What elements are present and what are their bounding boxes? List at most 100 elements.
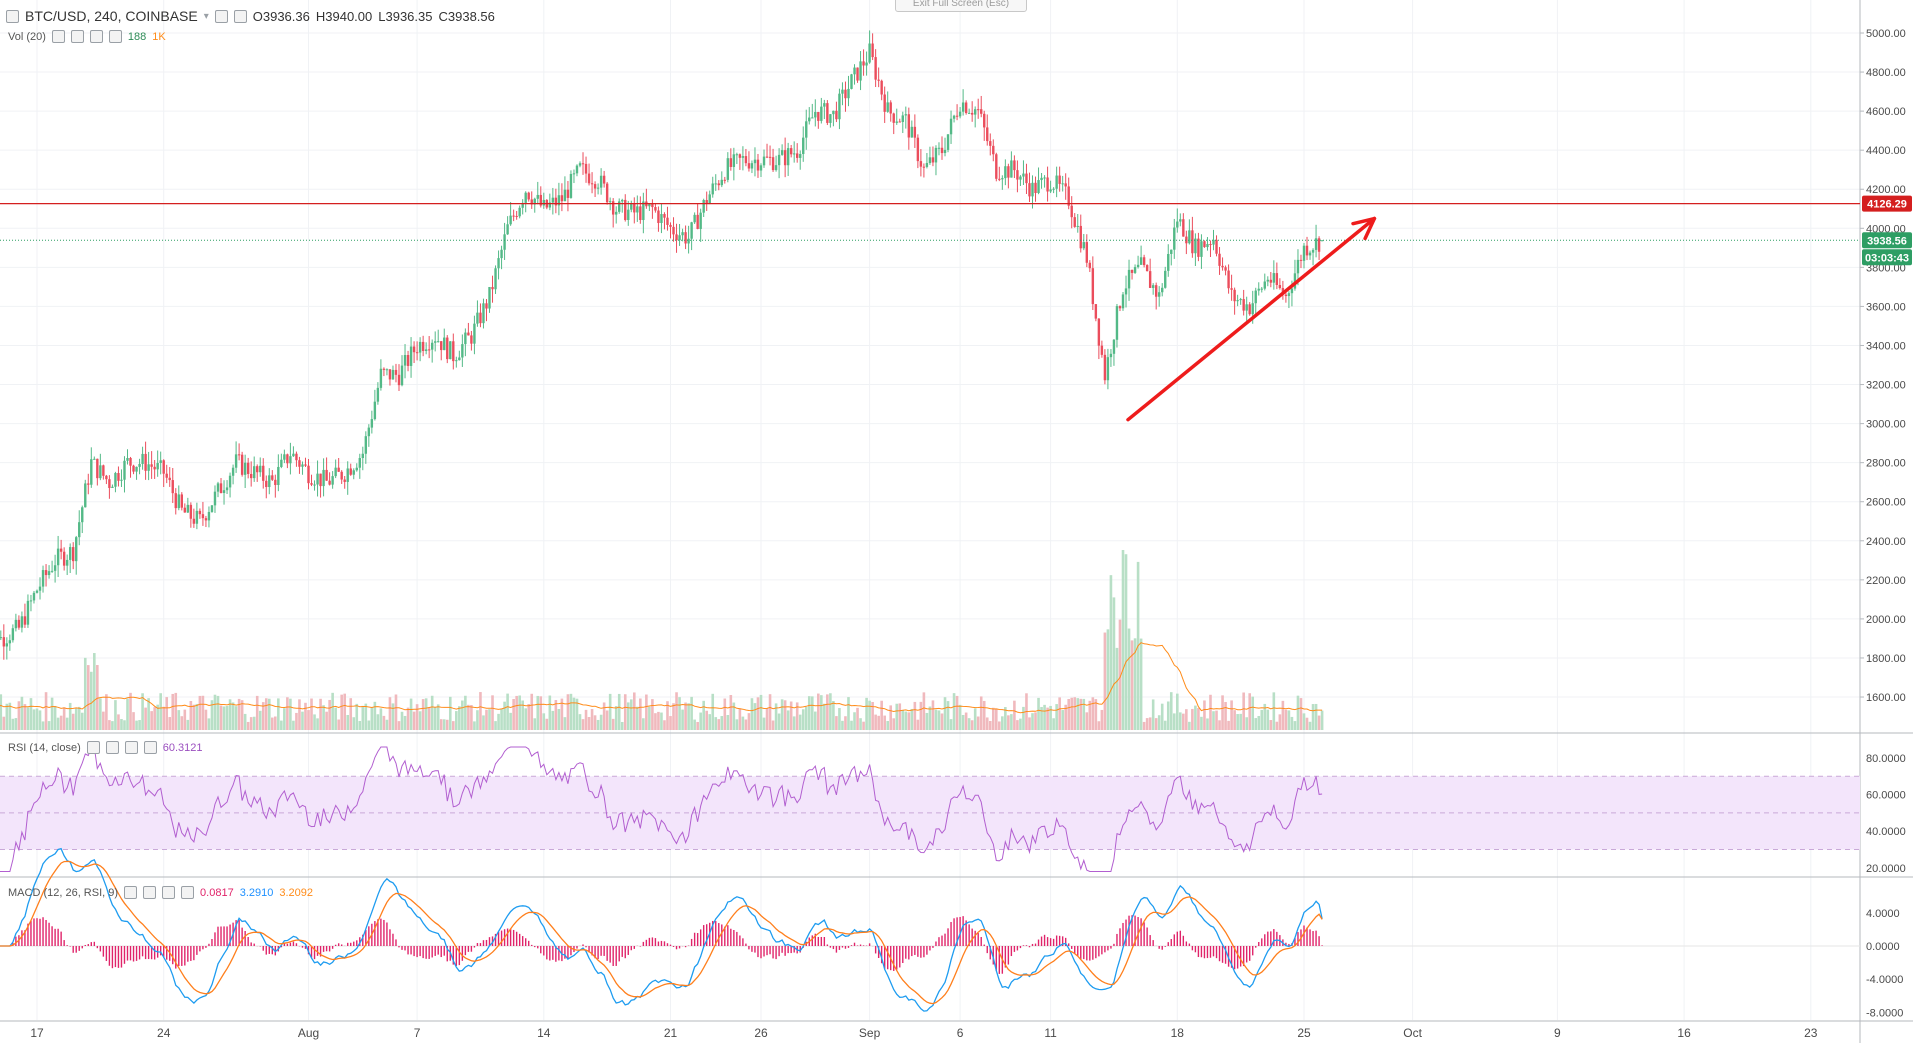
candle-body (62, 551, 66, 566)
eye-icon[interactable] (214, 9, 228, 23)
volume-bar (913, 701, 917, 730)
volume-bar (448, 696, 452, 730)
volume-bar (1088, 700, 1092, 730)
exit-fullscreen-button[interactable]: Exit Full Screen (Esc) (895, 0, 1027, 12)
candle-body (1112, 339, 1116, 354)
volume-bar (83, 657, 87, 730)
chevron-down-icon[interactable]: ▾ (203, 10, 209, 22)
candle-countdown-badge: 03:03:43 (1865, 252, 1909, 264)
volume-bar (669, 716, 672, 730)
volume-bar (771, 720, 775, 730)
candle-body (437, 341, 440, 343)
candle-body (394, 369, 398, 375)
candle-body (560, 195, 564, 202)
candle-body (955, 115, 959, 117)
collapse-icon[interactable] (6, 9, 19, 23)
candle-body (41, 570, 45, 587)
volume-bar (729, 695, 733, 730)
volume-bar (792, 716, 796, 730)
candle-body (732, 154, 736, 167)
candle-body (521, 202, 524, 208)
eye-icon[interactable] (86, 741, 100, 754)
symbol-header: BTC/USD, 240, COINBASE ▾ O3936.36 H3940.… (6, 8, 495, 24)
candle-body (1194, 238, 1197, 254)
add-icon[interactable] (89, 30, 103, 43)
volume-bar (1254, 718, 1258, 730)
candle-body (943, 149, 947, 154)
candle-body (687, 238, 690, 244)
candle-body (322, 469, 325, 487)
settings-icon[interactable] (70, 30, 84, 43)
add-icon[interactable] (162, 886, 176, 899)
macd-label[interactable]: MACD (12, 26, RSI, 9) (8, 886, 119, 899)
candle-body (1218, 253, 1221, 266)
settings-icon[interactable] (143, 886, 157, 899)
volume-bar (500, 708, 503, 730)
volume-bar (765, 708, 769, 730)
volume-bar (1176, 693, 1179, 730)
volume-bar (732, 702, 736, 730)
volume-bar (289, 698, 292, 730)
volume-bar (32, 709, 36, 730)
eye-icon[interactable] (124, 886, 138, 899)
close-icon[interactable] (143, 741, 157, 754)
price-tick-label: 3200.00 (1866, 380, 1906, 392)
volume-bar (219, 705, 223, 730)
candle-body (313, 484, 316, 486)
volume-bar (626, 702, 630, 730)
candle-body (78, 522, 81, 538)
candle-body (1221, 265, 1224, 268)
candle-body (1188, 230, 1191, 244)
candle-body (192, 518, 196, 524)
more-icon[interactable] (108, 30, 122, 43)
rsi-label[interactable]: RSI (14, close) (8, 741, 81, 754)
chart-overlays (0, 203, 1860, 422)
volume-bar (654, 713, 657, 730)
volume-bar (267, 698, 271, 730)
add-icon[interactable] (124, 741, 138, 754)
volume-bar (162, 706, 165, 730)
candle-body (1127, 269, 1131, 289)
volume-bar (237, 698, 241, 730)
candle-body (1052, 188, 1055, 190)
candle-body (1305, 245, 1309, 256)
volume-bar (192, 704, 196, 730)
volume-bar (629, 699, 633, 730)
eye-icon[interactable] (51, 30, 65, 43)
volume-bar (41, 721, 45, 730)
volume-bar (1275, 721, 1279, 730)
candle-body (1275, 273, 1279, 285)
candle-body (1133, 267, 1137, 273)
settings-icon[interactable] (105, 741, 119, 754)
candle-body (277, 466, 280, 486)
candle-body (373, 401, 377, 420)
candle-body (96, 458, 99, 479)
candle-body (1031, 182, 1034, 197)
volume-bar (1118, 619, 1122, 730)
close-icon[interactable] (181, 886, 195, 899)
settings-icon[interactable] (233, 9, 247, 23)
symbol-title[interactable]: BTC/USD, 240, COINBASE (25, 8, 198, 24)
volume-bar (132, 712, 135, 730)
candle-body (1109, 353, 1113, 358)
candle-body (87, 483, 90, 485)
volume-label[interactable]: Vol (20) (8, 30, 46, 43)
volume-bar (234, 706, 238, 730)
candle-body (485, 303, 488, 309)
volume-bar (177, 710, 181, 730)
volume-bar (225, 706, 229, 730)
volume-bar (823, 703, 826, 730)
candle-body (385, 369, 389, 371)
candle-body (415, 352, 419, 354)
candle-body (989, 141, 992, 146)
candle-body (536, 194, 539, 199)
candle-body (726, 158, 730, 180)
volume-bar (648, 706, 651, 730)
volume-bar (889, 705, 893, 730)
volume-bar (895, 703, 899, 730)
candle-body (382, 368, 386, 370)
macd-tick-label: 0.0000 (1866, 941, 1900, 953)
volume-bar (768, 694, 772, 730)
candle-body (1121, 294, 1125, 309)
